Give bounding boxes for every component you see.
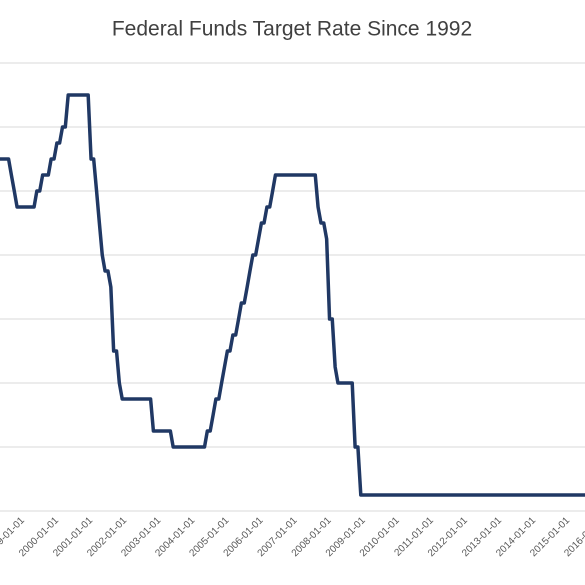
chart-title: Federal Funds Target Rate Since 1992 [112, 18, 472, 41]
data-line [0, 93, 585, 497]
